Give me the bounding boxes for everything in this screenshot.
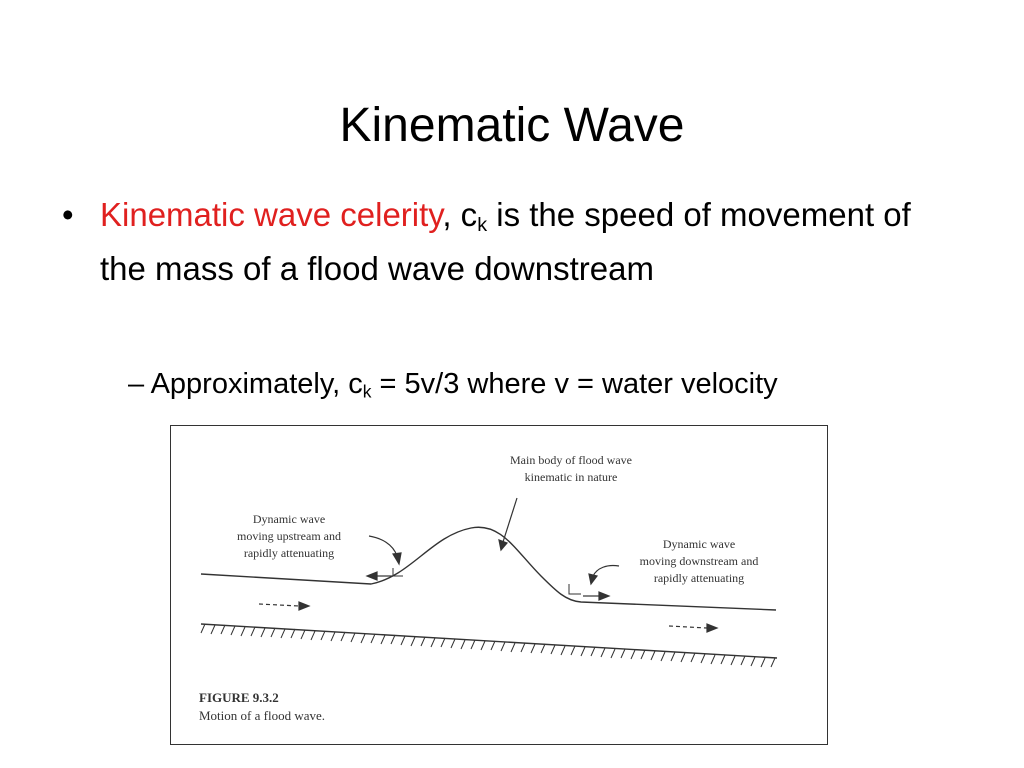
bullet-text-rest: is the speed of movement of the mass of … — [100, 196, 911, 287]
slide-title: Kinematic Wave — [339, 99, 685, 153]
bullet-marker: • — [62, 196, 74, 233]
left-label-line2: moving upstream and — [237, 529, 341, 543]
main-body-arrow — [498, 497, 518, 552]
right-label-line2: moving downstream and — [640, 554, 759, 568]
flood-wave-figure: Main body of flood wave kinematic in nat… — [170, 425, 828, 745]
sub-bullet-rest: = 5v/3 where v = water velocity — [371, 368, 778, 400]
left-label-arrow — [368, 535, 402, 566]
sub-bullet-prefix: – Approximately, c — [128, 368, 363, 400]
upstream-wave-arrow — [365, 571, 393, 581]
flow-arrow-upstream — [258, 601, 311, 611]
main-body-label-line1: Main body of flood wave — [510, 453, 632, 467]
right-label-line3: rapidly attenuating — [654, 571, 744, 585]
downstream-wave-arrow — [583, 591, 611, 601]
subscript-k: k — [477, 213, 488, 236]
figure-number: FIGURE 9.3.2 — [199, 690, 279, 705]
highlight-term: Kinematic wave celerity — [100, 196, 443, 233]
right-front-step — [568, 584, 581, 595]
flood-wave-diagram: Main body of flood wave kinematic in nat… — [199, 453, 778, 723]
channel-bed-line — [200, 623, 778, 659]
sub-bullet-subscript-k: k — [362, 381, 372, 402]
main-body-label-line2: kinematic in nature — [525, 470, 618, 484]
flow-arrow-downstream — [668, 623, 719, 633]
sub-bullet: – Approximately, ck = 5v/3 where v = wat… — [128, 360, 1008, 408]
water-surface-line — [200, 526, 777, 611]
left-label-line3: rapidly attenuating — [244, 546, 334, 560]
bullet-text-ck: , c — [442, 196, 478, 233]
left-label-line1: Dynamic wave — [253, 512, 325, 526]
bullet-text: Kinematic wave celerity, ck is the speed… — [100, 188, 962, 296]
figure-caption: Motion of a flood wave. — [199, 708, 325, 723]
main-bullet: • Kinematic wave celerity, ck is the spe… — [62, 188, 962, 296]
channel-bed-hatching — [200, 623, 776, 668]
right-label-arrow — [588, 564, 620, 586]
right-label-line1: Dynamic wave — [663, 537, 735, 551]
